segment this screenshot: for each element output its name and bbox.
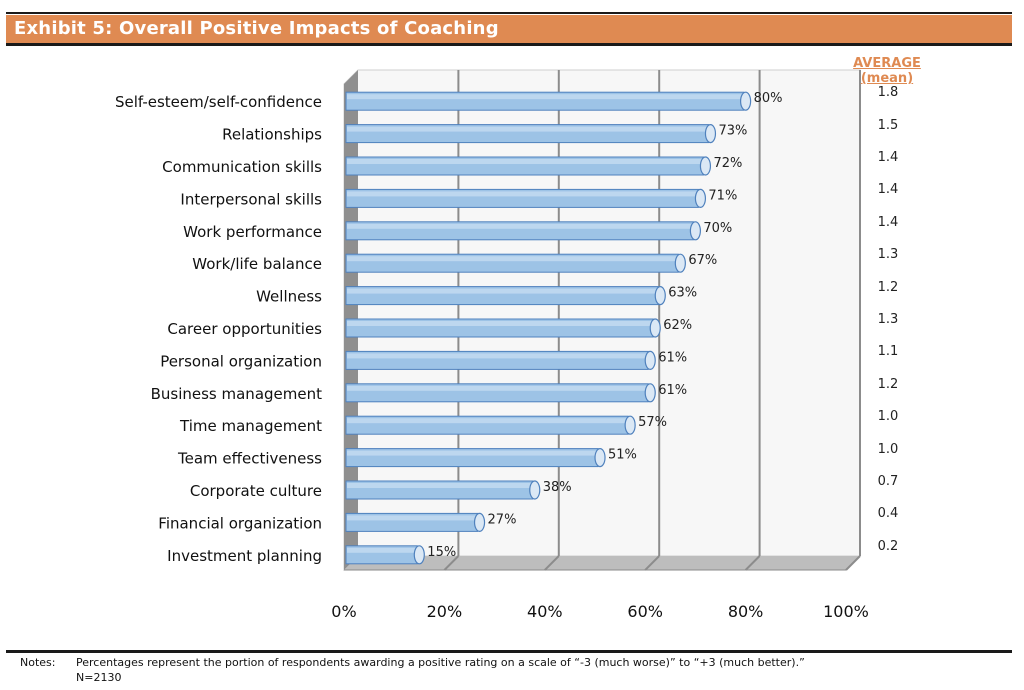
data-label: 80%: [754, 91, 783, 106]
sample-size: N=2130: [76, 671, 122, 684]
average-value: 1.0: [877, 441, 899, 457]
gridline-floor: [744, 555, 761, 571]
bar-end-cap: [704, 124, 717, 144]
bar-highlight: [347, 191, 698, 197]
bar-highlight: [347, 418, 628, 424]
bar-highlight: [347, 385, 648, 391]
average-value: 1.2: [877, 279, 899, 295]
bar-highlight: [347, 321, 653, 326]
category-label: Work/life balance: [192, 255, 322, 273]
data-label: 51%: [608, 448, 637, 463]
bar-end-cap: [699, 156, 712, 176]
title-underline: [6, 43, 1012, 46]
category-label: Wellness: [256, 288, 322, 306]
bar-end-cap: [624, 415, 636, 435]
category-label: Self-esteem/self-confidence: [115, 93, 322, 111]
category-label: Communication skills: [162, 158, 322, 176]
average-header-sub: (mean): [860, 71, 914, 86]
average-header-label: AVERAGE: [853, 56, 921, 71]
data-label: 70%: [703, 221, 732, 236]
category-label: Interpersonal skills: [180, 190, 322, 208]
bar-end-cap: [413, 545, 425, 565]
bar-highlight: [347, 515, 477, 521]
bar-end-cap: [739, 91, 752, 111]
bar-end-cap: [644, 350, 656, 370]
notes-text: Percentages represent the portion of res…: [76, 656, 805, 669]
bar-end-cap: [689, 221, 702, 241]
gridline-floor: [544, 555, 560, 571]
notes-rule: [6, 650, 1012, 653]
average-value: 0.4: [877, 506, 899, 522]
x-tick-label: 100%: [823, 602, 869, 621]
average-value: 1.3: [877, 312, 899, 327]
average-value: 1.1: [877, 344, 899, 360]
plot-floor: [344, 556, 860, 570]
category-label: Work performance: [183, 223, 322, 241]
gridline-floor: [845, 555, 861, 571]
bar-end-cap: [654, 286, 666, 306]
bar-highlight: [347, 126, 708, 132]
data-label: 72%: [713, 156, 742, 171]
average-value: 1.5: [877, 117, 899, 133]
top-rule: [6, 12, 1012, 14]
bar-end-cap: [649, 318, 661, 338]
x-tick-label: 40%: [527, 602, 563, 621]
data-label: 62%: [663, 318, 692, 333]
category-label: Investment planning: [167, 547, 322, 565]
average-value: 1.4: [877, 214, 899, 230]
bar-highlight: [347, 450, 598, 456]
gridline-floor: [644, 555, 660, 571]
average-value: 1.8: [877, 85, 899, 101]
x-tick-label: 80%: [728, 602, 764, 621]
notes-label: Notes:: [20, 656, 56, 669]
bar-end-cap: [529, 480, 541, 500]
data-label: 61%: [658, 350, 687, 365]
average-value: 1.4: [877, 182, 899, 198]
data-label: 15%: [427, 545, 456, 560]
category-label: Time management: [179, 417, 322, 435]
category-label: Corporate culture: [190, 482, 322, 500]
category-label: Career opportunities: [167, 320, 322, 338]
bar-highlight: [347, 159, 703, 164]
average-value: 0.2: [877, 538, 899, 554]
data-label: 73%: [718, 124, 747, 139]
gridline-floor: [443, 555, 460, 571]
x-tick-label: 60%: [627, 602, 663, 621]
average-header: AVERAGE (mean): [846, 56, 928, 86]
bar-highlight: [347, 288, 658, 294]
category-label: Business management: [151, 385, 323, 403]
x-tick-label: 0%: [331, 602, 356, 621]
x-tick-label: 20%: [427, 602, 463, 621]
data-label: 61%: [658, 383, 687, 398]
data-label: 63%: [668, 286, 697, 301]
category-label: Personal organization: [160, 352, 322, 370]
category-label: Team effectiveness: [177, 450, 322, 468]
bar-highlight: [347, 483, 532, 488]
average-value: 0.7: [877, 474, 899, 489]
bar-chart: 0% 20% 40% 60% 80% 100% Self-esteem/self-confi…: [115, 69, 869, 621]
data-label: 38%: [543, 480, 572, 495]
bar-highlight: [347, 223, 693, 229]
bar-highlight: [347, 353, 648, 359]
data-label: 67%: [688, 253, 717, 268]
bar-end-cap: [594, 448, 606, 468]
data-label: 71%: [708, 188, 737, 203]
average-value: 1.0: [877, 409, 899, 425]
average-value: 1.2: [877, 376, 899, 392]
bar-highlight: [347, 256, 678, 262]
data-label: 27%: [488, 512, 517, 527]
average-value: 1.3: [877, 247, 899, 263]
bar-end-cap: [694, 188, 707, 208]
bar-highlight: [347, 547, 417, 553]
category-label: Financial organization: [158, 514, 322, 532]
data-label: 57%: [638, 415, 667, 430]
exhibit-title: Exhibit 5: Overall Positive Impacts of C…: [6, 15, 1012, 43]
bar-end-cap: [473, 512, 486, 533]
average-value: 1.4: [877, 150, 899, 165]
bar-end-cap: [674, 253, 686, 273]
category-label: Relationships: [222, 126, 322, 144]
bar-highlight: [347, 94, 743, 100]
bar-end-cap: [644, 383, 656, 403]
